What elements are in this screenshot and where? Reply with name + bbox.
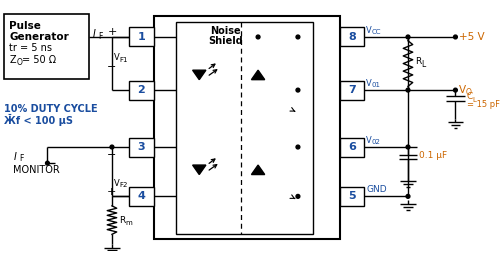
Text: V: V xyxy=(114,179,119,188)
Text: I: I xyxy=(93,29,96,39)
Circle shape xyxy=(454,35,458,39)
Text: V: V xyxy=(114,53,119,62)
Text: F2: F2 xyxy=(120,182,128,188)
Text: 8: 8 xyxy=(348,32,356,42)
Text: V: V xyxy=(366,136,372,145)
Text: Noise: Noise xyxy=(210,26,241,36)
Polygon shape xyxy=(252,165,264,175)
Text: 7: 7 xyxy=(348,85,356,95)
Circle shape xyxy=(296,88,300,92)
Bar xyxy=(4,14,89,79)
Text: 02: 02 xyxy=(372,139,381,145)
Circle shape xyxy=(256,35,260,39)
Bar xyxy=(340,80,364,100)
Bar xyxy=(129,27,154,46)
Text: +5 V: +5 V xyxy=(459,32,485,42)
Text: = 50 Ω: = 50 Ω xyxy=(22,55,56,65)
Text: 0.1 μF: 0.1 μF xyxy=(420,151,448,160)
Text: F: F xyxy=(19,154,24,163)
Text: GND: GND xyxy=(366,185,387,194)
Text: V: V xyxy=(366,26,372,35)
Text: 1: 1 xyxy=(138,32,145,42)
Text: 01: 01 xyxy=(372,82,381,88)
Text: 6: 6 xyxy=(348,142,356,152)
Polygon shape xyxy=(252,70,264,80)
Circle shape xyxy=(296,195,300,198)
Bar xyxy=(176,22,313,234)
Text: O: O xyxy=(16,58,22,67)
Text: F1: F1 xyxy=(120,57,128,63)
Bar xyxy=(129,187,154,206)
Text: −: − xyxy=(107,150,117,160)
Polygon shape xyxy=(192,165,206,175)
Text: Ӂf < 100 μS: Ӂf < 100 μS xyxy=(4,114,73,126)
Text: CC: CC xyxy=(372,29,382,35)
Text: Z: Z xyxy=(10,55,16,65)
Text: 10% DUTY CYCLE: 10% DUTY CYCLE xyxy=(4,104,98,114)
Text: = 15 pF: = 15 pF xyxy=(467,100,500,109)
Bar xyxy=(129,138,154,157)
Circle shape xyxy=(454,88,458,92)
Text: MONITOR: MONITOR xyxy=(14,165,60,175)
Text: Pulse: Pulse xyxy=(10,21,42,31)
Circle shape xyxy=(406,145,410,149)
Circle shape xyxy=(46,161,50,165)
Text: m: m xyxy=(125,220,132,226)
Text: +: + xyxy=(108,27,118,37)
Bar xyxy=(340,138,364,157)
Text: 3: 3 xyxy=(138,142,145,152)
Text: C: C xyxy=(467,92,473,101)
Circle shape xyxy=(110,145,114,149)
Circle shape xyxy=(406,35,410,39)
Text: V: V xyxy=(459,85,466,95)
Circle shape xyxy=(296,145,300,149)
Text: R: R xyxy=(416,57,422,66)
Text: O: O xyxy=(466,88,471,98)
Circle shape xyxy=(296,35,300,39)
Polygon shape xyxy=(192,70,206,80)
Text: R: R xyxy=(120,216,126,224)
Text: Shield: Shield xyxy=(208,36,243,46)
Circle shape xyxy=(406,88,410,92)
Circle shape xyxy=(406,195,410,198)
Bar xyxy=(340,27,364,46)
Text: 5: 5 xyxy=(348,191,356,201)
Text: tr = 5 ns: tr = 5 ns xyxy=(10,43,52,53)
Bar xyxy=(154,16,340,239)
Text: L: L xyxy=(472,96,476,103)
Text: L: L xyxy=(422,60,426,69)
Text: 2: 2 xyxy=(138,85,145,95)
Text: −: − xyxy=(107,62,117,72)
Bar xyxy=(129,80,154,100)
Text: 4: 4 xyxy=(138,191,145,201)
Text: F: F xyxy=(98,31,103,41)
Bar xyxy=(340,187,364,206)
Text: Generator: Generator xyxy=(10,32,69,42)
Text: V: V xyxy=(366,79,372,88)
Text: I: I xyxy=(14,151,16,162)
Text: +: + xyxy=(107,187,117,197)
